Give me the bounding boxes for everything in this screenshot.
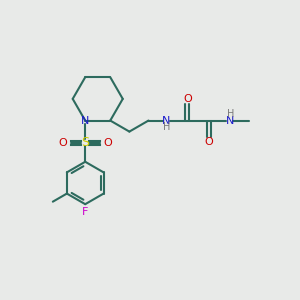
Text: O: O [204,137,213,147]
Text: N: N [162,116,170,126]
Text: O: O [183,94,192,104]
Text: F: F [82,206,88,217]
Text: O: O [103,138,112,148]
Text: H: H [227,109,234,119]
Text: N: N [226,116,234,126]
Text: H: H [163,122,170,132]
Text: O: O [59,138,68,148]
Text: S: S [81,136,89,149]
Text: N: N [81,116,89,126]
